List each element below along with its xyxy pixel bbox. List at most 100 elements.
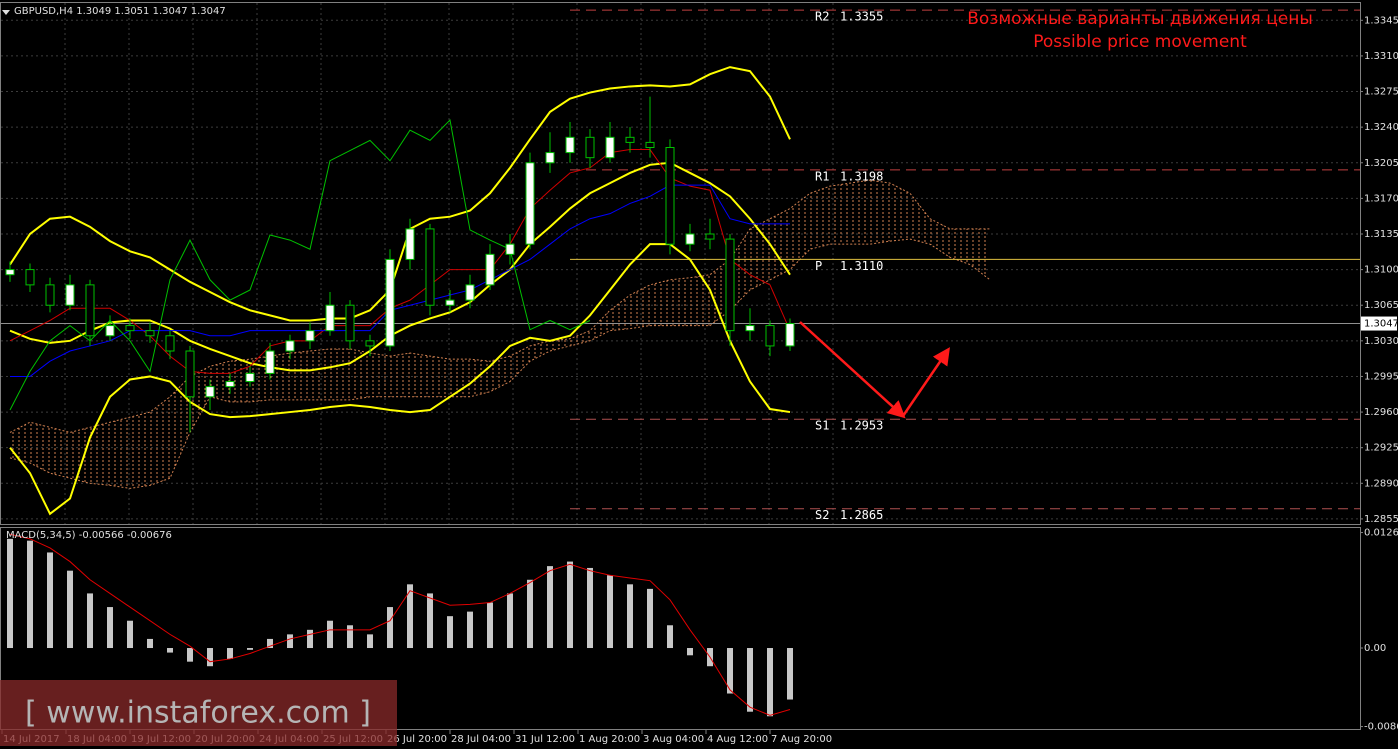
y-tick-label: 1.3310 <box>1364 51 1398 62</box>
macd-bar <box>127 620 133 649</box>
macd-bar <box>767 648 773 717</box>
macd-bar <box>487 602 493 649</box>
level-name: S1 <box>815 419 829 433</box>
macd-bar <box>507 593 513 649</box>
chart-title: GBPUSD,H4 1.3049 1.3051 1.3047 1.3047 <box>14 6 226 17</box>
indicator-line <box>9 118 591 411</box>
level-name: P <box>815 259 822 273</box>
indicator-line <box>9 149 791 374</box>
macd-bar <box>747 648 753 712</box>
candle-body <box>205 386 215 398</box>
macd-bar <box>667 625 673 649</box>
candle-body <box>705 233 715 240</box>
macd-bar <box>547 566 553 649</box>
candle-body <box>405 228 415 260</box>
macd-bar <box>607 575 613 649</box>
candle-body <box>45 284 55 306</box>
level-name: R2 <box>815 10 829 24</box>
macd-bar <box>387 607 393 649</box>
candle-body <box>225 381 235 388</box>
macd-bar <box>727 648 733 694</box>
y-tick-label: 1.2925 <box>1364 443 1398 454</box>
y-tick-label: 0.00 <box>1364 643 1386 654</box>
candle-body <box>105 325 115 337</box>
candle-body <box>665 146 675 245</box>
y-tick-label: 1.3205 <box>1364 158 1398 169</box>
macd-bar <box>627 584 633 649</box>
candle-body <box>5 269 15 276</box>
candle-body <box>445 299 455 306</box>
last-price-label: 1.3047 <box>1364 319 1398 330</box>
y-tick-label: 1.2995 <box>1364 371 1398 382</box>
macd-bar <box>7 538 13 649</box>
macd-bar <box>67 570 73 649</box>
macd-bar <box>87 593 93 649</box>
last-price-box <box>1361 316 1397 331</box>
main-panel-frame <box>0 2 1361 525</box>
macd-bar <box>567 561 573 649</box>
candle-body <box>305 330 315 342</box>
watermark: [ www.instaforex.com ] <box>25 696 371 731</box>
menu-triangle <box>2 10 10 15</box>
level-value: 1.2865 <box>840 508 883 522</box>
level-value: 1.2953 <box>840 419 883 433</box>
macd-bar <box>427 593 433 649</box>
macd-bar <box>287 634 293 649</box>
y-tick-label: 1.3100 <box>1364 265 1398 276</box>
y-tick-label: 1.2960 <box>1364 407 1398 418</box>
x-tick-label: 31 Jul 12:00 <box>515 734 575 745</box>
y-tick-label: 1.3135 <box>1364 229 1398 240</box>
indicator-line <box>10 184 790 377</box>
candle-body <box>165 335 175 352</box>
cloud-fill <box>10 180 990 489</box>
macd-bar <box>247 648 253 650</box>
candle-body <box>365 340 375 347</box>
x-tick-label: 7 Aug 20:00 <box>771 734 832 745</box>
x-tick-label: 28 Jul 04:00 <box>451 734 511 745</box>
indicator-line <box>9 243 791 516</box>
candle-body <box>785 323 795 347</box>
candle-body <box>245 372 255 383</box>
candle-body <box>65 284 75 306</box>
candle-body <box>325 304 335 332</box>
arrow-up <box>901 347 950 417</box>
macd-bar <box>467 611 473 649</box>
candle-body <box>345 304 355 342</box>
macd-bar <box>307 629 313 649</box>
y-tick-label: 1.3275 <box>1364 87 1398 98</box>
candle-body <box>145 330 155 337</box>
annotation: Possible price movement <box>1033 32 1247 52</box>
macd-bar <box>687 648 693 656</box>
macd-bar <box>27 540 33 649</box>
macd-bar <box>147 638 153 649</box>
macd-bar <box>267 638 273 649</box>
macd-bar <box>647 588 653 649</box>
macd-bar <box>107 607 113 649</box>
macd-title: MACD(5,34,5) -0.00566 -0.00676 <box>6 530 172 541</box>
candle-body <box>645 141 655 148</box>
y-tick-label: 0.01269 <box>1364 528 1398 539</box>
macd-bar <box>447 616 453 649</box>
arrow-down <box>799 321 906 419</box>
candle-body <box>505 243 515 255</box>
candle-body <box>545 152 555 164</box>
candle-body <box>265 350 275 374</box>
candle-body <box>25 269 35 286</box>
cloud-span <box>9 238 991 489</box>
macd-bar <box>347 625 353 649</box>
macd-bar <box>787 648 793 700</box>
candle-body <box>525 162 535 245</box>
level-name: S2 <box>815 508 829 522</box>
candle-body <box>185 350 195 398</box>
candle-body <box>425 228 435 306</box>
macd-bar <box>167 648 173 653</box>
candle-body <box>565 136 575 154</box>
level-value: 1.3198 <box>840 169 883 183</box>
candle-body <box>125 325 135 332</box>
cloud-span <box>9 179 990 433</box>
macd-bar <box>587 567 593 649</box>
x-tick-label: 3 Aug 04:00 <box>643 734 704 745</box>
signal-line <box>9 533 791 716</box>
candle-body <box>625 136 635 143</box>
